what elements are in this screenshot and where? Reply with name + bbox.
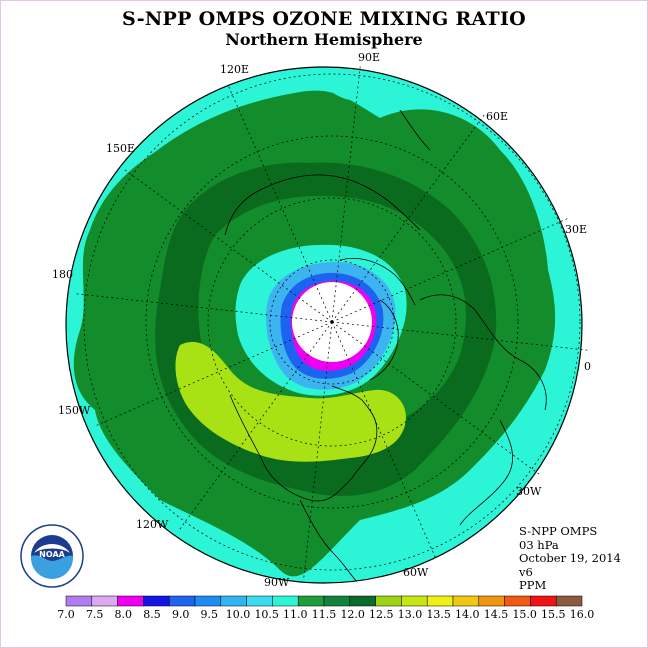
info-product: S-NPP OMPS [519,524,598,538]
colorbar-swatch [117,595,144,607]
lon-label-60W: 60W [403,566,429,579]
colorbar-swatch [194,595,222,607]
lon-label-120E: 120E [220,63,249,76]
coast-central-america [299,499,361,583]
colorbar-tick-label: 12.0 [340,608,365,621]
info-level: 03 hPa [519,537,559,552]
colorbar-tick-label: 11.5 [312,608,337,621]
map-subtitle: Northern Hemisphere [225,30,423,49]
coast-africa [459,419,513,526]
lon-label-90E: 90E [358,51,380,64]
lon-label-150W: 150W [58,404,91,417]
colorbar-tick-label: 15.5 [541,608,566,621]
logo-wave [31,555,73,579]
polar-map: 90E 60E 30E 0 30W 60W 90W 120W 150W 180 … [52,51,591,589]
lat-circle-50 [207,197,457,447]
colorbar-swatch [168,595,196,607]
colorbar-tick-label: 14.5 [484,608,509,621]
colorbar-tick-label: 8.0 [115,608,133,621]
colorbar-tick-label: 9.0 [172,608,190,621]
colorbar-swatch [349,595,376,607]
coast-greenland [369,299,399,381]
lat-circle-30 [145,135,519,509]
graticule [83,73,581,571]
colorbar-tick-label: 13.0 [398,608,423,621]
colorbar-swatch [297,595,325,607]
info-date: October 19, 2014 [519,551,621,566]
lon-label-0: 0 [584,360,591,373]
colorbar-tick-label: 8.5 [143,608,161,621]
colorbar-swatch [323,595,351,607]
colorbar-swatch [143,595,170,607]
colorbar-tick-label: 9.5 [201,608,219,621]
colorbar-tick-label: 15.0 [512,608,537,621]
coast-north-america [229,385,378,502]
colorbar-swatch [272,595,299,607]
colorbar-swatch [452,595,480,607]
colorbar-tick-label: 7.5 [86,608,104,621]
coastlines [224,109,547,583]
colorbar-swatch [91,595,118,607]
lon-label-30W: 30W [516,485,542,498]
colorbar-tick-label: 10.0 [226,608,251,621]
coast-asia [224,174,421,236]
info-units: PPM [519,578,547,593]
colorbar-tick-label: 11.0 [283,608,308,621]
colorbar-swatch [478,595,505,607]
logo-gull [34,544,70,553]
colorbar-ticks: 7.0 7.5 8.0 8.5 9.0 9.5 10.0 10.5 11.0 11.5 12.0 12… [57,608,594,621]
colorbar-swatch [220,595,247,607]
lon-label-120W: 120W [136,518,169,531]
colorbar-tick-label: 14.0 [455,608,480,621]
colorbar-tick-label: 13.5 [426,608,451,621]
noaa-logo: NOAA [20,524,84,588]
colorbar-swatch [555,595,583,607]
lon-label-90W: 90W [264,576,290,589]
lat-circle-10 [83,73,581,571]
colorbar-swatch [246,595,273,607]
map-title: S-NPP OMPS OZONE MIXING RATIO [121,8,527,30]
colorbar-tick-label: 7.0 [57,608,75,621]
colorbar-tick-label: 16.0 [570,608,595,621]
colorbar-swatch [504,595,531,607]
colorbar-swatch [426,595,454,607]
coast-siberia [339,258,416,306]
globe-outline [65,66,583,584]
colorbar-swatch [375,595,402,607]
colorbar-swatch [530,595,557,607]
field-lime-band [175,341,406,462]
colorbar-swatch [65,595,93,607]
colorbar-tick-label: 12.5 [369,608,394,621]
lat-circle-70 [269,259,395,385]
lon-labels: 90E 60E 30E 0 30W 60W 90W 120W 150W 180 … [52,51,591,589]
ozone-field [66,67,582,583]
lon-label-150E: 150E [106,142,135,155]
colorbar-swatch [401,595,428,607]
logo-text: NOAA [39,550,65,559]
lon-label-60E: 60E [486,110,508,123]
lon-label-180: 180 [52,268,73,281]
colorbar-tick-label: 10.5 [254,608,279,621]
coast-india [399,109,431,151]
lon-label-30E: 30E [565,223,587,236]
coast-europe [419,294,547,411]
info-version: v6 [519,564,533,579]
colorbar-swatches [65,595,583,607]
info-block: S-NPP OMPS 03 hPa October 19, 2014 v6 PP… [519,524,621,593]
colorbar: 7.0 7.5 8.0 8.5 9.0 9.5 10.0 10.5 11.0 11.5 12.0 12… [57,595,594,621]
